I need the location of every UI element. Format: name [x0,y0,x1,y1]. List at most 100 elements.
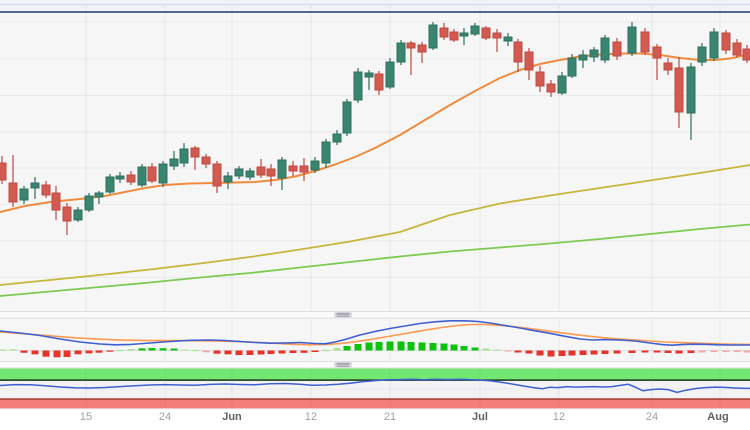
candle-body-down [51,192,61,211]
candle-body-down [266,168,276,177]
macd-histogram-bar [53,350,61,358]
macd-histogram-bar [493,349,501,351]
macd-histogram-bar [710,350,718,352]
macd-histogram-bar [191,349,199,352]
candle-body-up [353,71,363,101]
macd-histogram-bar [641,350,649,353]
macd-histogram-bar [116,349,124,352]
candle-body-down [652,46,662,59]
macd-histogram-bar [590,350,598,355]
candle-body-down [212,163,222,187]
candle-body-down [612,41,622,57]
macd-histogram-bar [202,350,210,353]
candle-body-down [0,162,7,181]
rsi-30-line [0,398,750,400]
top-band [0,0,750,13]
candle-body-down [640,31,650,53]
macd-histogram-bar [397,341,405,351]
candle-body-up [84,195,94,211]
x-axis: 15 24 Jun 12 21 Jul 12 24 Aug [0,411,750,430]
candle-body-down [546,83,556,93]
candle-body-up [567,57,577,77]
macd-histogram-bar [568,350,576,356]
macd-histogram-bar [181,349,189,351]
candle-body-down [147,166,157,182]
candle-body-down [513,41,523,63]
candle-body-down [201,156,211,165]
macd-histogram-bar [482,348,490,351]
ma-orange-line [0,52,750,213]
macd-histogram-bar [311,350,319,352]
macd-line [0,320,750,346]
macd-histogram-bar [235,350,243,355]
candle-body-down [288,165,298,172]
panel-divider[interactable] [0,361,750,369]
x-axis-label: 12 [552,411,566,423]
candle-body-down [62,206,72,222]
macd-histogram-bar [628,350,636,353]
candle-body-up [223,175,233,183]
candle-body-up [234,168,244,177]
rsi-line [0,378,750,394]
candle-body-down [721,32,731,51]
macd-histogram-bar [159,348,167,351]
macd-histogram-bar [9,349,17,351]
candle-body-down [663,62,673,71]
macd-histogram-bar [170,348,178,351]
candle-body-up [158,163,168,184]
candle-body-down [732,42,742,56]
candle-body-down [406,42,416,49]
candle-body-down [299,165,309,173]
macd-histogram-bar [224,350,232,355]
rsi-overbought-band [0,368,750,380]
macd-histogram-bar [31,350,39,355]
candle-body-down [449,31,459,41]
macd-histogram-bar [213,350,221,354]
rsi-oversold-band [0,399,750,409]
macd-histogram-bar [74,350,82,355]
x-axis-label: 21 [383,411,397,423]
candle-body-up [19,188,29,201]
macd-histogram-bar [471,347,479,351]
candle-body-up [578,54,588,61]
candle-body-down [126,174,136,183]
ma-green-line [0,223,750,297]
candle-body-down [417,44,427,53]
candle-body-down [535,71,545,87]
macd-histogram-bar [514,350,522,353]
macd-histogram-bar [138,348,146,351]
macd-histogram-bar [267,350,275,354]
candle-body-up [179,148,189,164]
candle-body-down [481,27,491,39]
macd-histogram-bar [525,350,533,354]
candle-body-up [277,159,287,179]
candle-body-up [310,160,320,171]
macd-histogram-bar [257,350,265,355]
macd-histogram-bar [536,350,544,356]
candle-body-down [524,51,534,71]
macd-histogram-bar [63,350,71,357]
macd-histogram-bar [687,350,695,353]
candle-body-up [385,61,395,88]
candle-body-up [627,26,637,54]
candle-body-up [428,24,438,49]
candle-body-down [492,32,502,39]
candle-body-down [439,27,449,38]
candle-body-up [342,101,352,134]
macd-histogram-bar [354,344,362,351]
macd-histogram-bar [450,344,458,351]
candle-body-up [169,158,179,167]
macd-histogram-bar [460,346,468,351]
candle-body-up [589,49,599,58]
candle-body-up [557,75,567,94]
candle-body-up [686,66,696,114]
candle-body-up [115,175,125,180]
panel-divider[interactable] [0,311,750,319]
macd-histogram-bar [429,343,437,351]
candle-body-up [94,192,104,198]
x-axis-label: 12 [304,411,318,423]
macd-histogram-bar [375,342,383,351]
macd-histogram-bar [733,350,741,352]
